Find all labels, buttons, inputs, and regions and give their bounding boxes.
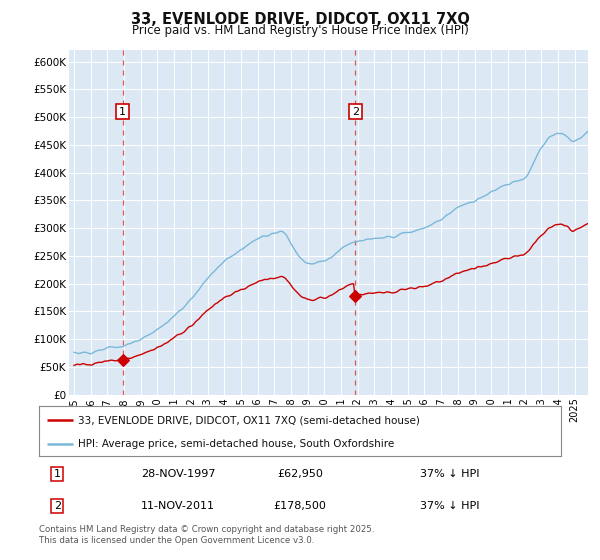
Text: 11-NOV-2011: 11-NOV-2011 (141, 501, 215, 511)
Text: 1: 1 (54, 469, 61, 479)
Point (118, 356, 127, 365)
Text: Contains HM Land Registry data © Crown copyright and database right 2025.
This d: Contains HM Land Registry data © Crown c… (39, 525, 374, 545)
Text: Price paid vs. HM Land Registry's House Price Index (HPI): Price paid vs. HM Land Registry's House … (131, 24, 469, 37)
Text: 1: 1 (119, 106, 126, 116)
Text: HPI: Average price, semi-detached house, South Oxfordshire: HPI: Average price, semi-detached house,… (78, 439, 394, 449)
Text: 28-NOV-1997: 28-NOV-1997 (141, 469, 215, 479)
Text: 37% ↓ HPI: 37% ↓ HPI (420, 469, 479, 479)
Text: £178,500: £178,500 (274, 501, 326, 511)
Text: 37% ↓ HPI: 37% ↓ HPI (420, 501, 479, 511)
Text: 33, EVENLODE DRIVE, DIDCOT, OX11 7XQ: 33, EVENLODE DRIVE, DIDCOT, OX11 7XQ (131, 12, 469, 27)
Text: 2: 2 (352, 106, 359, 116)
Point (350, 291, 360, 300)
Text: 2: 2 (54, 501, 61, 511)
Text: £62,950: £62,950 (277, 469, 323, 479)
Text: 33, EVENLODE DRIVE, DIDCOT, OX11 7XQ (semi-detached house): 33, EVENLODE DRIVE, DIDCOT, OX11 7XQ (se… (78, 415, 420, 425)
